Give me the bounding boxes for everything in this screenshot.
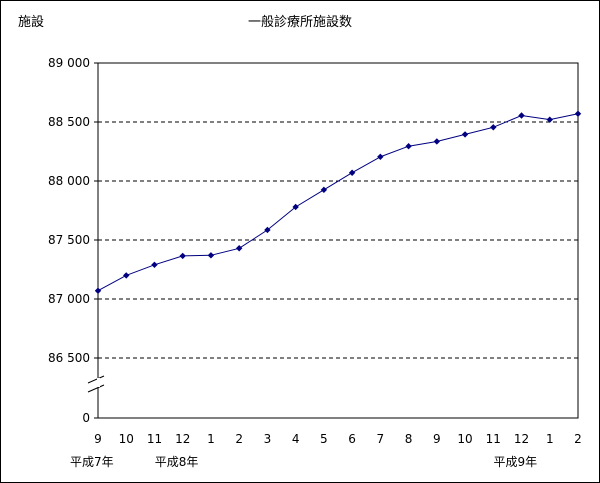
y-tick-label: 87 000 [48, 292, 90, 306]
axis-break-mark [87, 384, 105, 393]
gridlines [98, 121, 578, 359]
x-tick-label: 10 [119, 432, 134, 446]
data-point [518, 112, 525, 119]
data-point [461, 131, 469, 138]
data-point [179, 252, 186, 260]
axis-break-gap [97, 378, 100, 387]
x-tick-label: 5 [320, 432, 328, 446]
y-tick-label: 89 000 [48, 56, 90, 70]
data-point [574, 110, 582, 117]
x-tick-label: 1 [207, 432, 215, 446]
x-tick-label: 11 [486, 432, 501, 446]
data-point [292, 203, 299, 211]
data-point [433, 138, 441, 145]
data-point [151, 261, 158, 268]
x-tick-label: 2 [235, 432, 243, 446]
y-axis-label: 施設 [18, 14, 44, 30]
y-tick-label: 88 500 [48, 115, 90, 129]
data-point [235, 245, 243, 252]
y-tick-label: 0 [82, 411, 90, 425]
era-label: 平成9年 [494, 455, 538, 469]
x-tick-label: 3 [264, 432, 272, 446]
axis-break-mark [87, 375, 105, 384]
data-point [264, 226, 271, 234]
x-tick-label: 8 [405, 432, 413, 446]
y-tick-labels: 89 000 88 500 88 000 87 500 87 000 86 500 0 [48, 56, 98, 425]
x-tick-label: 10 [457, 432, 472, 446]
era-labels: 平成7年 平成8年 平成9年 [70, 455, 537, 469]
x-tick-label: 9 [94, 432, 102, 446]
data-point [94, 287, 102, 294]
data-point [546, 116, 553, 123]
y-tick-label: 86 500 [48, 351, 90, 365]
y-tick-label: 87 500 [48, 233, 90, 247]
data-point [405, 142, 412, 150]
era-label: 平成8年 [155, 455, 199, 469]
era-label: 平成7年 [70, 455, 114, 469]
x-tick-label: 7 [377, 432, 385, 446]
data-point [490, 124, 497, 131]
data-point [348, 169, 356, 176]
x-tick-label: 12 [514, 432, 529, 446]
x-tick-label: 12 [175, 432, 190, 446]
data-markers [94, 110, 582, 294]
y-tick-label: 88 000 [48, 174, 90, 188]
x-tick-label: 6 [348, 432, 356, 446]
data-point [320, 186, 328, 194]
axis-break [87, 375, 105, 393]
data-point [377, 153, 384, 161]
x-tick-labels: 9 10 11 12 1 2 3 4 5 6 7 8 9 10 11 12 1 2 [94, 432, 582, 446]
chart-title: 一般診療所施設数 [248, 14, 352, 30]
series-line [97, 113, 579, 292]
x-tick-label: 4 [292, 432, 300, 446]
x-tick-label: 9 [433, 432, 441, 446]
data-point [123, 272, 130, 279]
x-tick-label: 2 [574, 432, 582, 446]
x-tick-label: 1 [546, 432, 554, 446]
data-point [207, 252, 215, 259]
x-tick-label: 11 [147, 432, 162, 446]
